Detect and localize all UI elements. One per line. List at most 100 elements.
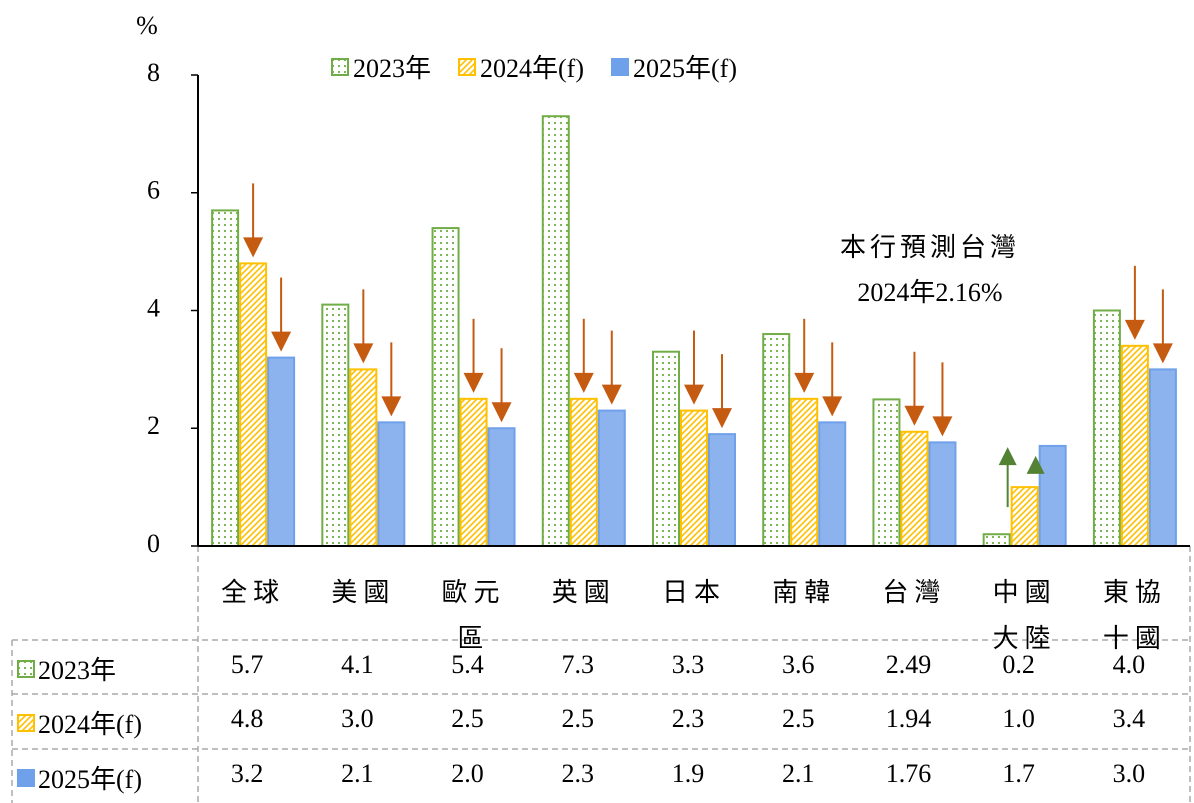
legend-swatch (17, 713, 35, 732)
table-cell: 1.9 (672, 759, 705, 788)
legend-label: 2025年(f) (633, 54, 737, 83)
bar (597, 409, 626, 547)
x-tick-label: 東協十國 (1102, 578, 1167, 653)
table-cell: 1.76 (886, 759, 932, 788)
table-cell: 2.5 (782, 704, 815, 733)
y-tick-label: 8 (147, 58, 160, 87)
legend-item: 2023年 (330, 48, 431, 85)
legend-icon (458, 57, 477, 76)
table-cell: 2.3 (672, 704, 705, 733)
arrow-head (491, 402, 512, 423)
legend-swatch (17, 659, 35, 678)
bar (321, 303, 350, 547)
arrow-head (794, 372, 815, 393)
table-cell: 3.0 (1113, 759, 1146, 788)
table-cell: 2.5 (451, 704, 484, 733)
legend-icon (611, 57, 629, 76)
annotation: 本行預測台灣 (840, 233, 1020, 262)
arrow-head (463, 372, 484, 393)
legend-swatch (611, 57, 629, 76)
row-header: 2023年 (16, 650, 116, 687)
legend-label: 2024年(f) (480, 54, 584, 83)
arrow-head (353, 343, 374, 364)
bar (900, 430, 929, 547)
table-cell: 2.1 (341, 759, 374, 788)
legend-item: 2024年(f) (457, 48, 584, 85)
legend-swatch (331, 57, 349, 76)
bar (1038, 444, 1067, 548)
arrow-head (822, 396, 843, 417)
table-cell: 3.0 (341, 704, 374, 733)
table-cell: 1.7 (1002, 759, 1035, 788)
annotation: 2024年2.16% (857, 278, 1002, 307)
table-grid (11, 546, 1191, 803)
arrow-head (1124, 319, 1145, 340)
table-cell: 2.0 (451, 759, 484, 788)
bar (818, 421, 847, 547)
table-cell: 5.4 (451, 650, 484, 679)
x-tick-label: 中國大陸 (992, 578, 1057, 653)
y-tick-label: 0 (147, 529, 160, 558)
table-cell: 5.7 (231, 650, 264, 679)
legend-icon (17, 768, 35, 787)
bar (459, 397, 488, 547)
y-unit: % (136, 11, 158, 40)
x-tick-label: 英國 (551, 578, 616, 607)
bar (211, 209, 240, 547)
y-tick-label: 2 (147, 411, 160, 440)
table-cell: 1.0 (1002, 704, 1035, 733)
bar (982, 533, 1011, 547)
legend-item: 2025年(f) (610, 48, 737, 85)
bar (680, 409, 708, 547)
bar (267, 356, 296, 547)
bar (872, 398, 901, 547)
legend-icon (17, 713, 35, 732)
bar (377, 421, 406, 547)
x-tick-label: 美國 (331, 578, 396, 607)
table-cell: 0.2 (1002, 650, 1035, 679)
x-tick-label: 全球 (221, 578, 286, 607)
y-tick-label: 6 (147, 176, 160, 205)
row-header-label: 2025年(f) (38, 765, 142, 794)
table-cell: 2.3 (562, 759, 595, 788)
legend-swatch (17, 768, 35, 787)
table-cell: 3.2 (231, 759, 264, 788)
bar (349, 368, 378, 547)
arrow-head (1152, 343, 1173, 364)
table-cell: 3.3 (672, 650, 705, 679)
x-tick-label: 台灣 (882, 578, 947, 607)
x-tick-label: 南韓 (772, 578, 837, 607)
x-tick-label: 歐元區 (441, 578, 506, 653)
bar (487, 427, 516, 547)
arrow-head (243, 237, 264, 258)
bar (1092, 309, 1121, 547)
arrow-head (601, 384, 622, 405)
legend: 2023年 2024年(f) 2025年(f) (330, 48, 737, 85)
legend-swatch (458, 57, 477, 76)
arrow-head (712, 408, 732, 429)
arrow-head (684, 384, 704, 405)
bar (652, 350, 680, 547)
table-cell: 3.4 (1113, 704, 1146, 733)
table-cell: 3.6 (782, 650, 815, 679)
arrow-head (932, 416, 953, 437)
legend-label: 2023年 (353, 54, 432, 83)
bar (1120, 344, 1149, 548)
row-header-label: 2023年 (38, 656, 117, 685)
arrow-head (573, 372, 594, 393)
table-cell: 1.94 (886, 704, 932, 733)
table-cell: 7.3 (562, 650, 595, 679)
table-cell: 2.1 (782, 759, 815, 788)
row-header: 2024年(f) (16, 704, 142, 741)
arrow-head (1026, 455, 1045, 474)
y-tick-label: 4 (147, 293, 160, 322)
bar (541, 115, 570, 548)
bar (239, 262, 268, 547)
arrow-head (904, 405, 925, 426)
table-cell: 2.5 (562, 704, 595, 733)
bar (708, 433, 736, 548)
bar (762, 333, 791, 547)
arrow-head (381, 396, 402, 417)
